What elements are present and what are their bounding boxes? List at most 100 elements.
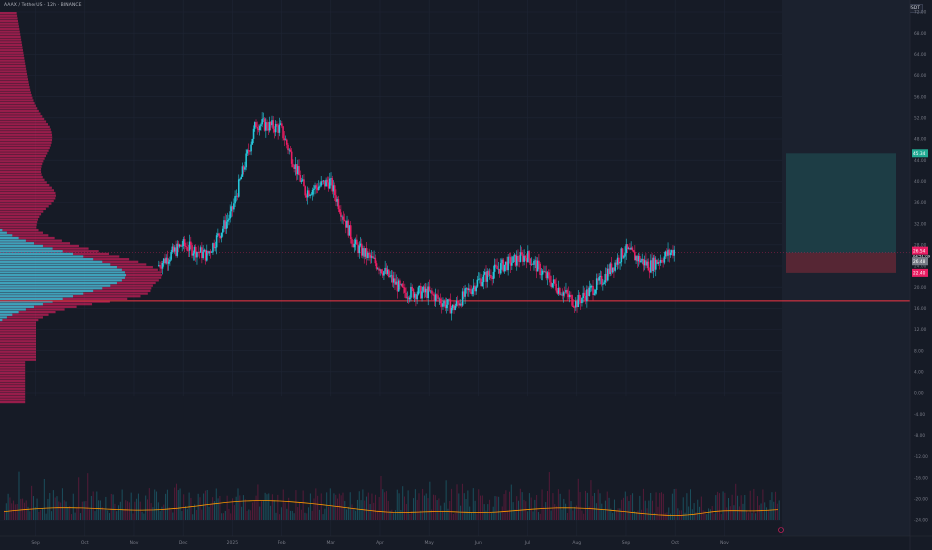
volume-bar-73: [136, 498, 138, 520]
candle-243: [456, 300, 459, 303]
volume-bar-247: [451, 488, 453, 520]
candle-409: [661, 260, 663, 262]
candle-256: [472, 285, 475, 290]
candle-31: [196, 251, 198, 258]
candle-321: [552, 279, 555, 284]
volume-bar-396: [720, 514, 722, 520]
candle-84: [261, 119, 263, 125]
candle-338: [573, 307, 576, 308]
volume-bar-7: [16, 503, 18, 520]
candle-51: [220, 232, 223, 238]
volume-bar-23: [45, 513, 47, 520]
volume-profile-bar-114: [0, 191, 56, 195]
volume-profile-bar-94: [0, 236, 19, 240]
volume-bar-313: [570, 501, 572, 520]
volume-profile-bar-116: [0, 186, 52, 189]
candle-416: [669, 252, 672, 256]
candle-107: [289, 149, 292, 152]
volume-bar-349: [635, 511, 637, 520]
volume-bar-410: [746, 510, 748, 520]
candle-246: [460, 303, 463, 306]
volume-profile-bar-84: [0, 250, 63, 253]
volume-bar-62: [116, 511, 118, 520]
volume-bar-415: [755, 513, 757, 520]
candle-249: [464, 288, 466, 297]
candle-33: [198, 252, 201, 253]
candle-129: [316, 187, 319, 190]
volume-bar-294: [536, 495, 538, 520]
volume-profile-bar-92: [0, 239, 26, 242]
candle-363: [604, 274, 607, 283]
candle-216: [423, 286, 426, 293]
candle-61: [233, 203, 235, 210]
price-tick-label: 72.00: [914, 10, 927, 16]
candle-166: [362, 248, 364, 256]
candle-159: [353, 243, 356, 248]
symbol-title[interactable]: AAAX / TetherUS · 12h · BINANCE: [4, 3, 82, 8]
volume-bar-131: [241, 506, 243, 520]
volume-bar-115: [212, 497, 214, 520]
volume-bar-32: [61, 488, 63, 520]
candle-144: [335, 195, 337, 202]
volume-bar-217: [396, 489, 398, 520]
volume-profile-bar-163: [0, 62, 26, 65]
volume-bar-333: [606, 491, 608, 520]
volume-bar-225: [411, 511, 413, 520]
candle-150: [342, 216, 345, 220]
volume-bar-75: [139, 501, 141, 520]
candle-311: [540, 274, 543, 276]
candle-151: [343, 219, 346, 221]
volume-bar-143: [262, 500, 264, 520]
volume-profile-bar-134: [0, 139, 53, 142]
volume-bar-252: [460, 505, 462, 520]
volume-bar-272: [496, 496, 498, 520]
volume-profile-bar-171: [0, 41, 22, 44]
time-label-nov: Nov: [130, 540, 139, 546]
volume-bar-119: [219, 495, 221, 520]
price-tick-label: -16.00: [914, 475, 928, 481]
volume-bar-50: [94, 511, 96, 520]
candle-343: [579, 300, 582, 304]
entry-price-tag: 26.48: [913, 259, 926, 265]
volume-bar-239: [436, 500, 438, 520]
volume-bar-44: [83, 501, 85, 520]
volume-profile-bar-82: [0, 252, 74, 256]
volume-bar-386: [702, 510, 704, 520]
volume-ma-line: [3, 500, 779, 516]
volume-bar-299: [545, 502, 547, 520]
volume-bar-366: [666, 512, 668, 520]
volume-bar-64: [119, 501, 121, 520]
candle-196: [399, 280, 401, 285]
volume-bar-66: [123, 510, 125, 520]
volume-bar-253: [461, 483, 463, 520]
candle-193: [395, 281, 398, 285]
volume-profile-bar-86: [0, 247, 53, 250]
volume-profile-bar-28: [0, 326, 37, 330]
volume-bar-343: [624, 491, 626, 520]
candle-146: [337, 199, 340, 210]
volume-bar-320: [583, 513, 585, 520]
candle-370: [613, 267, 615, 271]
volume-bar-319: [581, 510, 583, 520]
volume-profile-bar-23: [0, 340, 36, 343]
volume-profile-bar-64: [0, 276, 125, 279]
volume-bar-279: [508, 491, 510, 520]
candle-119: [304, 186, 306, 196]
candle-86: [263, 118, 266, 131]
volume-bar-160: [293, 513, 295, 520]
volume-profile-bar-41: [0, 305, 77, 308]
volume-bar-244: [445, 480, 447, 520]
candle-270: [490, 274, 492, 279]
candle-71: [245, 153, 247, 168]
volume-bar-426: [775, 491, 777, 520]
volume-bar-275: [501, 506, 503, 520]
candle-29: [193, 246, 196, 254]
volume-bar-409: [744, 495, 746, 520]
volume-bar-125: [230, 513, 232, 520]
volume-profile-bar-156: [0, 80, 29, 84]
candle-414: [667, 249, 669, 256]
candle-355: [594, 289, 597, 294]
volume-profile-bar-27: [0, 329, 37, 332]
volume-bar-308: [561, 509, 563, 520]
